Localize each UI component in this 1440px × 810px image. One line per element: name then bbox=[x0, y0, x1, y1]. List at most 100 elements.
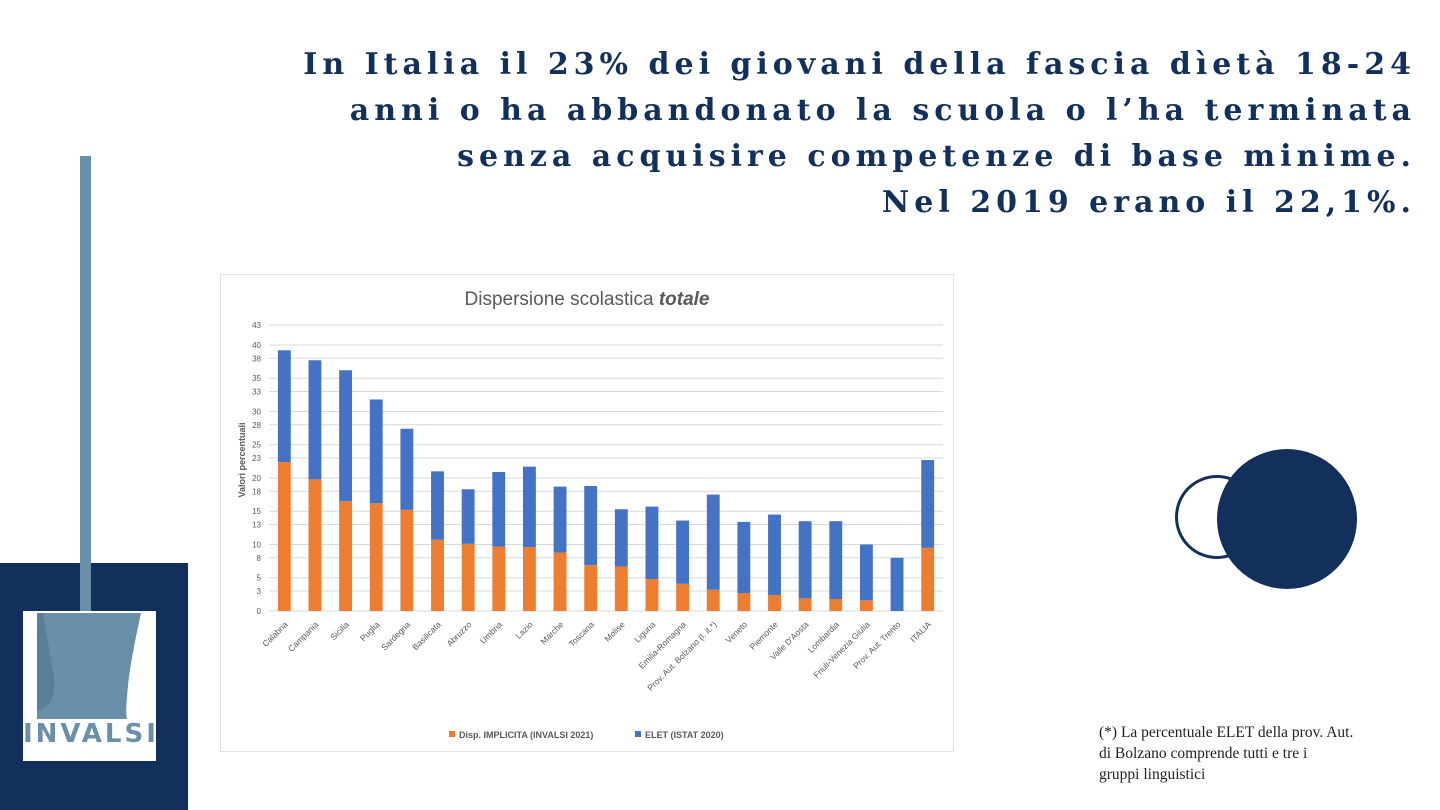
legend-label: ELET (ISTAT 2020) bbox=[645, 730, 724, 740]
y-tick-label: 3 bbox=[257, 587, 262, 596]
y-tick-label: 35 bbox=[252, 374, 261, 383]
x-tick-label: Lazio bbox=[513, 619, 535, 641]
y-tick-label: 10 bbox=[252, 540, 261, 549]
x-tick-label: Calabria bbox=[260, 619, 290, 649]
legend: Disp. IMPLICITA (INVALSI 2021) ELET (ISTA… bbox=[449, 730, 724, 740]
x-tick-label: Puglia bbox=[358, 619, 382, 643]
bars bbox=[277, 350, 935, 611]
x-tick-label: Friuli-Venezia Giulia bbox=[811, 619, 872, 680]
bar-implicita bbox=[369, 503, 383, 611]
headline-line-2: anni o ha abbandonato la scuola o l’ha t… bbox=[349, 93, 1416, 128]
y-tick-label: 30 bbox=[252, 407, 261, 416]
bar-elet bbox=[584, 485, 598, 566]
legend-swatch bbox=[635, 731, 641, 737]
bar-implicita bbox=[461, 543, 475, 611]
bar-implicita bbox=[676, 583, 690, 611]
x-tick-label: Sardegna bbox=[379, 619, 412, 652]
chart-panel: Dispersione scolastica totale Valori per… bbox=[220, 274, 954, 752]
y-tick-label: 43 bbox=[252, 321, 261, 330]
x-tick-label: ITALIA bbox=[908, 619, 933, 644]
decorative-circle-filled bbox=[1217, 449, 1357, 589]
bar-elet bbox=[737, 521, 751, 594]
bar-implicita bbox=[768, 595, 781, 611]
y-tick-label: 33 bbox=[252, 388, 261, 397]
bar-implicita bbox=[492, 546, 506, 611]
bar-implicita bbox=[277, 462, 291, 611]
y-tick-label: 18 bbox=[252, 487, 261, 496]
x-tick-label: Sicilia bbox=[328, 619, 351, 642]
x-tick-label: Umbria bbox=[478, 619, 505, 646]
bar-implicita bbox=[308, 479, 322, 611]
bar-elet bbox=[431, 471, 444, 540]
headline: In Italia il 23% dei giovani della fasci… bbox=[296, 42, 1416, 226]
x-tick-label: Toscana bbox=[567, 619, 597, 649]
x-tick-label: Liguria bbox=[632, 619, 657, 644]
bar-elet bbox=[768, 514, 781, 596]
chart-title: Dispersione scolastica totale bbox=[465, 289, 710, 310]
y-tick-label: 5 bbox=[257, 574, 262, 583]
bar-elet bbox=[676, 520, 690, 584]
logo-wordmark: INVALSI bbox=[23, 719, 159, 749]
bar-elet bbox=[461, 489, 475, 544]
bar-elet bbox=[859, 544, 873, 601]
decorative-vertical-bar bbox=[80, 156, 91, 616]
bar-implicita bbox=[859, 600, 873, 611]
bar-implicita bbox=[339, 501, 353, 611]
y-tick-label: 40 bbox=[252, 341, 261, 350]
y-tick-label: 23 bbox=[252, 454, 261, 463]
bar-implicita bbox=[614, 566, 628, 611]
chart-title-emphasis: totale bbox=[659, 289, 710, 310]
y-tick-label: 0 bbox=[257, 607, 262, 616]
legend-label: Disp. IMPLICITA (INVALSI 2021) bbox=[459, 730, 593, 740]
y-tick-label: 8 bbox=[257, 554, 262, 563]
bar-elet bbox=[369, 399, 383, 504]
footnote-line-1: (*) La percentuale ELET della prov. Aut. bbox=[1099, 724, 1354, 741]
invalsi-logo-shape-icon bbox=[37, 613, 141, 719]
bar-elet bbox=[492, 471, 506, 547]
y-axis-label: Valori percentuali bbox=[237, 422, 247, 497]
bar-elet bbox=[308, 360, 322, 480]
y-tick-label: 25 bbox=[252, 441, 261, 450]
invalsi-logo: INVALSI bbox=[23, 611, 156, 761]
x-tick-label: Basilicata bbox=[410, 619, 443, 652]
bar-implicita bbox=[522, 547, 536, 611]
x-tick-label: Molise bbox=[602, 619, 627, 644]
bar-implicita bbox=[584, 565, 598, 611]
bar-implicita bbox=[921, 547, 935, 611]
headline-line-1: In Italia il 23% dei giovani della fasci… bbox=[303, 47, 1416, 82]
bar-implicita bbox=[798, 598, 812, 611]
bar-elet bbox=[645, 506, 659, 580]
y-tick-label: 13 bbox=[252, 521, 261, 530]
bar-elet bbox=[921, 460, 935, 548]
x-tick-label: Abruzzo bbox=[444, 619, 473, 648]
bar-implicita bbox=[737, 593, 751, 611]
bar-implicita bbox=[400, 509, 414, 611]
bar-implicita bbox=[645, 579, 659, 611]
y-tick-label: 15 bbox=[252, 507, 261, 516]
footnote: (*) La percentuale ELET della prov. Aut.… bbox=[1099, 722, 1419, 785]
bar-elet bbox=[829, 521, 843, 600]
bar-elet bbox=[614, 509, 628, 567]
footnote-line-2: di Bolzano comprende tutti e tre i bbox=[1099, 745, 1308, 762]
bar-elet bbox=[339, 370, 353, 502]
bar-elet bbox=[522, 466, 536, 548]
bar-elet bbox=[553, 486, 567, 553]
bar-elet bbox=[706, 494, 720, 590]
stacked-bar-chart: Dispersione scolastica totale Valori per… bbox=[237, 289, 943, 740]
bar-elet bbox=[890, 557, 904, 611]
y-tick-label: 38 bbox=[252, 354, 261, 363]
x-tick-label: Campania bbox=[286, 619, 321, 654]
bar-elet bbox=[400, 428, 414, 510]
bar-implicita bbox=[553, 552, 567, 611]
chart-title-prefix: Dispersione scolastica bbox=[465, 289, 659, 310]
legend-swatch bbox=[449, 731, 455, 737]
bar-implicita bbox=[829, 599, 843, 611]
bar-elet bbox=[277, 350, 291, 463]
y-tick-label: 28 bbox=[252, 421, 261, 430]
x-tick-label: Veneto bbox=[723, 619, 749, 645]
bar-implicita bbox=[706, 589, 720, 611]
y-tick-label: 20 bbox=[252, 474, 261, 483]
bar-implicita bbox=[431, 539, 444, 611]
